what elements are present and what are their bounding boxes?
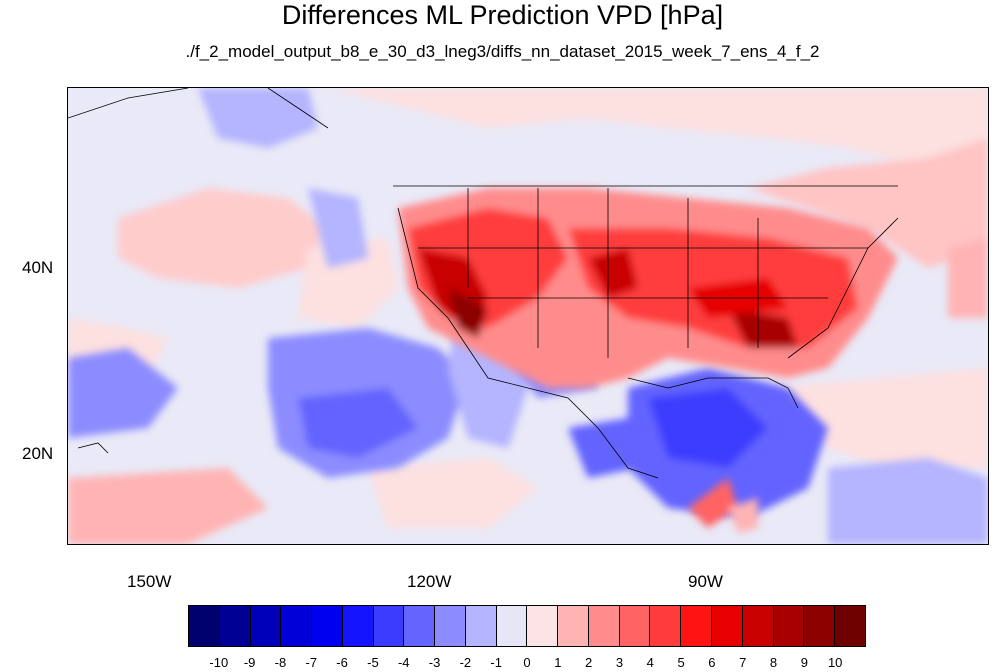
colorbar-swatch xyxy=(465,606,497,646)
colorbar-tick-label: -10 xyxy=(209,655,229,670)
colorbar-swatch xyxy=(773,606,805,646)
colorbar-tick-label: -1 xyxy=(490,655,502,670)
colorbar-tick-label: 8 xyxy=(769,655,778,670)
coastlines xyxy=(68,88,899,479)
negative-anomaly-patches xyxy=(68,88,988,544)
colorbar-swatch xyxy=(219,606,251,646)
colorbar-tick-label: -4 xyxy=(397,655,410,670)
colorbar-tick-label: 6 xyxy=(708,655,716,670)
map-subtitle: ./f_2_model_output_b8_e_30_d3_lneg3/diff… xyxy=(185,42,820,61)
colorbar-tick-label: 2 xyxy=(585,655,593,670)
colorbar-swatch xyxy=(189,606,220,646)
colorbar-swatch xyxy=(527,606,559,646)
colorbar-tick-label: -6 xyxy=(336,655,348,670)
colorbar-swatch xyxy=(742,606,774,646)
colorbar-swatch xyxy=(250,606,282,646)
map-title: Differences ML Prediction VPD [hPa] xyxy=(281,0,724,30)
colorbar-tick-label: -7 xyxy=(305,655,318,670)
lat-label-20n: 20N xyxy=(22,444,54,463)
colorbar-tick-label: 1 xyxy=(554,655,562,670)
colorbar-tick-label: -5 xyxy=(367,655,379,670)
colorbar-swatch xyxy=(342,606,374,646)
colorbar-tick-label: -3 xyxy=(428,655,441,670)
colorbar-swatch xyxy=(435,606,466,646)
colorbar-tick-label: -2 xyxy=(459,655,472,670)
colorbar-tick-label: 9 xyxy=(800,655,808,670)
colorbar-swatch xyxy=(619,606,651,646)
colorbar-swatch xyxy=(404,606,436,646)
colorbar-swatch xyxy=(373,606,405,646)
colorbar-swatch xyxy=(681,606,713,646)
map-panel xyxy=(67,87,989,545)
colorbar-swatch xyxy=(650,606,682,646)
colorbar-swatch xyxy=(281,606,313,646)
colorbar-tick-label: 3 xyxy=(615,655,624,670)
colorbar-swatch xyxy=(558,606,589,646)
colorbar-tick-label: 10 xyxy=(827,655,843,670)
lon-label-120w: 120W xyxy=(407,572,452,591)
lon-label-150w: 150W xyxy=(127,572,172,591)
vpd-difference-map xyxy=(68,88,988,544)
colorbar-swatch xyxy=(835,606,865,646)
colorbar-swatch xyxy=(712,606,743,646)
colorbar-tick-label: 7 xyxy=(739,655,747,670)
colorbar-tick-label: -8 xyxy=(274,655,287,670)
colorbar-swatch xyxy=(588,606,620,646)
colorbar-swatch xyxy=(312,606,343,646)
colorbar-swatch xyxy=(804,606,836,646)
colorbar-tick-label: 4 xyxy=(646,655,654,670)
colorbar-tick-label: -9 xyxy=(243,655,256,670)
colorbar-tick-label: 5 xyxy=(677,655,685,670)
colorbar-tick-label: 0 xyxy=(523,655,531,670)
colorbar xyxy=(188,605,866,647)
lon-label-90w: 90W xyxy=(688,572,723,591)
lat-label-40n: 40N xyxy=(22,258,54,277)
colorbar-swatch xyxy=(496,606,528,646)
